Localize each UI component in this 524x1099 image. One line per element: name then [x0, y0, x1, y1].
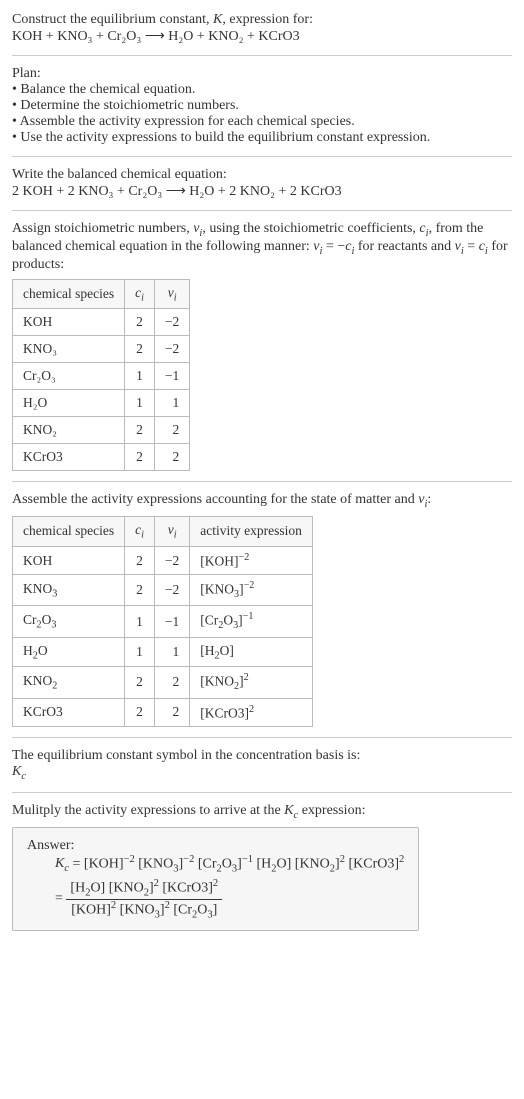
symbol-block: The equilibrium constant symbol in the c… — [12, 748, 512, 782]
table-row: KNO222[KNO2]2 — [13, 667, 313, 698]
cell-species: KOH — [13, 546, 125, 575]
col-activity: activity expression — [190, 517, 313, 547]
table-row: KOH2−2 — [13, 309, 190, 336]
table-row: KNO₂22 — [13, 417, 190, 444]
cell-ci: 2 — [125, 336, 155, 363]
cell-species: Cr2O3 — [13, 606, 125, 637]
cell-vi: −2 — [154, 336, 189, 363]
fraction-numerator: [H2O] [KNO2]2 [KCrO3]2 — [66, 878, 222, 899]
cell-vi: 2 — [154, 417, 189, 444]
cell-ci: 1 — [125, 637, 155, 667]
plan-heading: Plan: — [12, 66, 512, 82]
table-row: KCrO322[KCrO3]2 — [13, 698, 313, 727]
balanced-block: Write the balanced chemical equation: 2 … — [12, 167, 512, 200]
divider — [12, 481, 512, 482]
table-header-row: chemical species ci νi activity expressi… — [13, 517, 313, 547]
title-equation: KOH + KNO₃ + Cr₂O₃ ⟶ H₂O + KNO₂ + KCrO3 — [12, 28, 512, 45]
plan-item: • Use the activity expressions to build … — [12, 130, 512, 146]
table-row: H2O11[H2O] — [13, 637, 313, 667]
balanced-equation: 2 KOH + 2 KNO₃ + Cr₂O₃ ⟶ H₂O + 2 KNO₂ + … — [12, 183, 512, 200]
assemble-text: Assemble the activity expressions accoun… — [12, 492, 512, 510]
cell-species: KNO₃ — [13, 336, 125, 363]
cell-species: KNO2 — [13, 667, 125, 698]
assign-text: Assign stoichiometric numbers, νi, using… — [12, 221, 512, 273]
cell-vi: 2 — [154, 698, 189, 727]
cell-vi: −1 — [154, 363, 189, 390]
cell-species: KOH — [13, 309, 125, 336]
title-line: Construct the equilibrium constant, K, e… — [12, 12, 512, 28]
col-vi: νi — [154, 279, 189, 309]
divider — [12, 210, 512, 211]
cell-species: KNO₂ — [13, 417, 125, 444]
cell-vi: 2 — [154, 667, 189, 698]
cell-ci: 2 — [125, 667, 155, 698]
cell-vi: −2 — [154, 309, 189, 336]
cell-vi: −1 — [154, 606, 189, 637]
divider — [12, 792, 512, 793]
stoich-table: chemical species ci νi KOH2−2 KNO₃2−2 Cr… — [12, 279, 190, 472]
fraction-denominator: [KOH]2 [KNO3]2 [Cr2O3] — [66, 900, 222, 920]
cell-ci: 2 — [125, 309, 155, 336]
cell-vi: −2 — [154, 546, 189, 575]
plan-item: • Assemble the activity expression for e… — [12, 114, 512, 130]
cell-species: H2O — [13, 637, 125, 667]
divider — [12, 55, 512, 56]
cell-vi: 1 — [154, 390, 189, 417]
table-row: KNO₃2−2 — [13, 336, 190, 363]
cell-ci: 1 — [125, 390, 155, 417]
col-ci: ci — [125, 517, 155, 547]
table-header-row: chemical species ci νi — [13, 279, 190, 309]
kc-symbol: Kc — [12, 764, 512, 782]
plan-item: • Balance the chemical equation. — [12, 82, 512, 98]
cell-ci: 2 — [125, 444, 155, 471]
cell-species: KCrO3 — [13, 444, 125, 471]
answer-line-2: = [H2O] [KNO2]2 [KCrO3]2 [KOH]2 [KNO3]2 … — [55, 878, 404, 920]
col-ci: ci — [125, 279, 155, 309]
cell-activity: [KOH]−2 — [190, 546, 313, 575]
col-species: chemical species — [13, 279, 125, 309]
assemble-block: Assemble the activity expressions accoun… — [12, 492, 512, 727]
cell-ci: 1 — [125, 606, 155, 637]
multiply-text: Mulitply the activity expressions to arr… — [12, 803, 512, 821]
plan-block: Plan: • Balance the chemical equation. •… — [12, 66, 512, 146]
balanced-heading: Write the balanced chemical equation: — [12, 167, 512, 183]
divider — [12, 156, 512, 157]
symbol-text: The equilibrium constant symbol in the c… — [12, 748, 512, 764]
cell-ci: 2 — [125, 417, 155, 444]
table-row: Cr₂O₃1−1 — [13, 363, 190, 390]
cell-ci: 2 — [125, 546, 155, 575]
cell-ci: 1 — [125, 363, 155, 390]
cell-ci: 2 — [125, 698, 155, 727]
plan-item: • Determine the stoichiometric numbers. — [12, 98, 512, 114]
col-vi: νi — [154, 517, 189, 547]
cell-species: H₂O — [13, 390, 125, 417]
table-row: H₂O11 — [13, 390, 190, 417]
cell-activity: [Cr2O3]−1 — [190, 606, 313, 637]
cell-activity: [KCrO3]2 — [190, 698, 313, 727]
cell-species: KCrO3 — [13, 698, 125, 727]
divider — [12, 737, 512, 738]
col-species: chemical species — [13, 517, 125, 547]
title-block: Construct the equilibrium constant, K, e… — [12, 12, 512, 45]
answer-line-1: Kc = [KOH]−2 [KNO3]−2 [Cr2O3]−1 [H2O] [K… — [55, 854, 404, 874]
activity-table: chemical species ci νi activity expressi… — [12, 516, 313, 727]
cell-ci: 2 — [125, 575, 155, 606]
cell-species: Cr₂O₃ — [13, 363, 125, 390]
cell-activity: [H2O] — [190, 637, 313, 667]
cell-vi: −2 — [154, 575, 189, 606]
table-row: Cr2O31−1[Cr2O3]−1 — [13, 606, 313, 637]
table-row: KNO32−2[KNO3]−2 — [13, 575, 313, 606]
cell-vi: 1 — [154, 637, 189, 667]
table-row: KCrO322 — [13, 444, 190, 471]
multiply-block: Mulitply the activity expressions to arr… — [12, 803, 512, 931]
answer-label: Answer: — [27, 838, 404, 854]
cell-vi: 2 — [154, 444, 189, 471]
answer-fraction: [H2O] [KNO2]2 [KCrO3]2 [KOH]2 [KNO3]2 [C… — [66, 878, 222, 920]
assign-block: Assign stoichiometric numbers, νi, using… — [12, 221, 512, 471]
cell-species: KNO3 — [13, 575, 125, 606]
cell-activity: [KNO3]−2 — [190, 575, 313, 606]
cell-activity: [KNO2]2 — [190, 667, 313, 698]
table-row: KOH2−2[KOH]−2 — [13, 546, 313, 575]
answer-box: Answer: Kc = [KOH]−2 [KNO3]−2 [Cr2O3]−1 … — [12, 827, 419, 931]
